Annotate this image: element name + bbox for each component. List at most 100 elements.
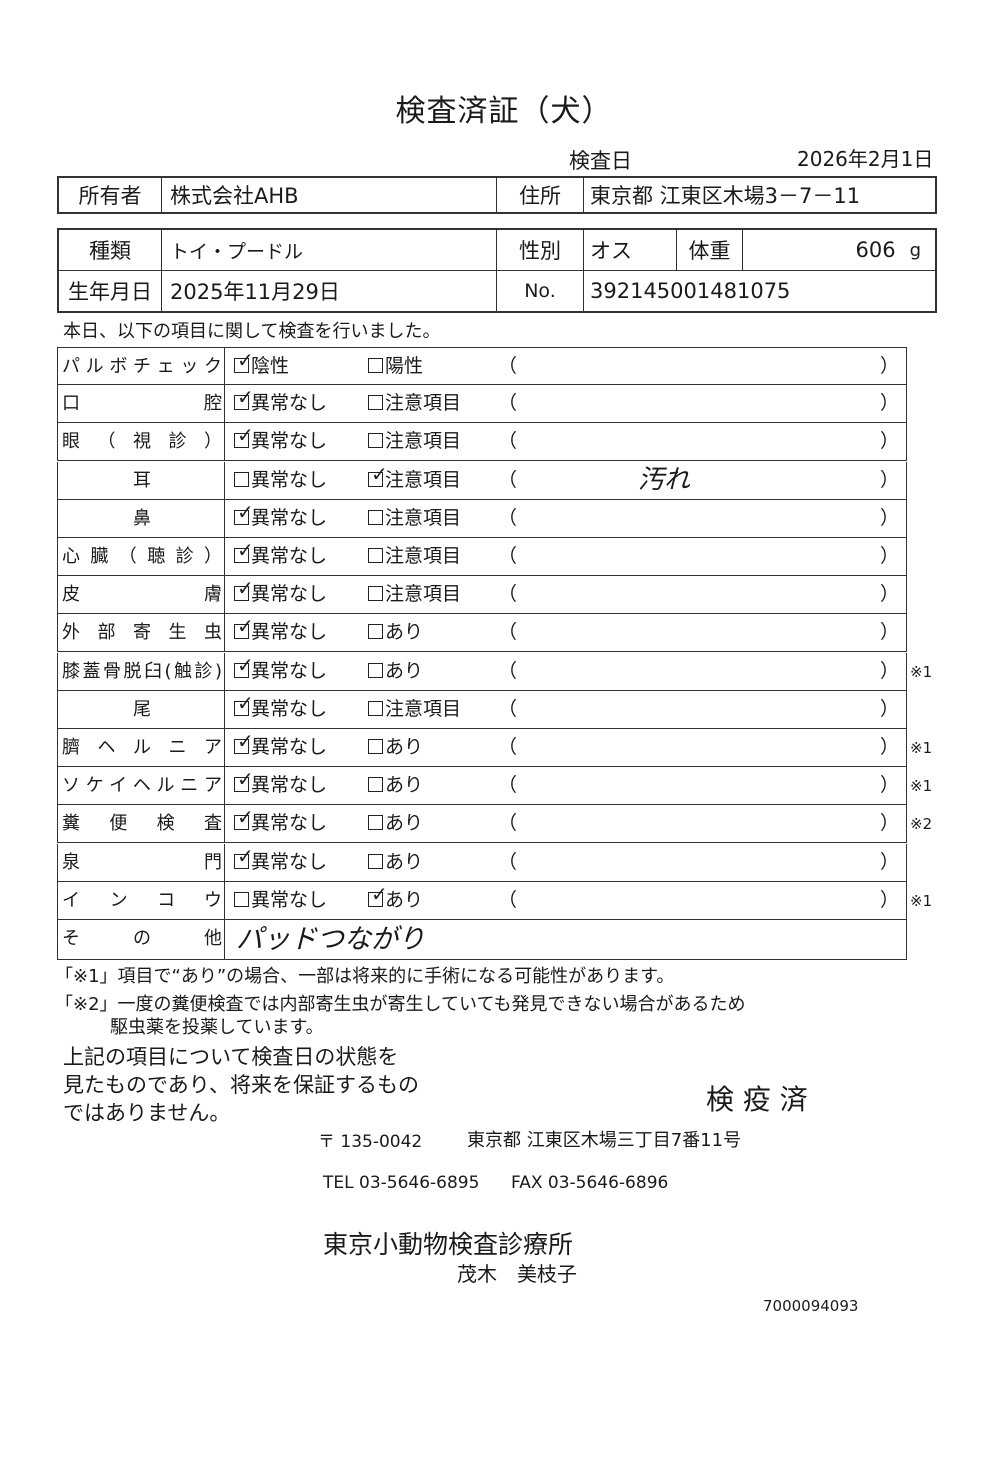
checkbox[interactable] [234,891,249,907]
checkbox[interactable] [368,586,383,602]
check-mark-icon: ✓ [371,461,388,486]
open-paren: （ [498,621,518,644]
open-paren: （ [498,355,518,377]
inspection-row: 眼（視診） ✓ 異常なし 注意項目 （ ） [57,423,907,462]
checkbox[interactable] [368,395,383,411]
animal-table: 種類 トイ・プードル 性別 オス 体重 606 g 生年月日 2025年11月2… [57,228,937,313]
checkbox[interactable]: ✓ [234,425,254,449]
checkbox[interactable]: ✓ [234,387,254,411]
checkbox[interactable] [368,853,383,869]
option-1[interactable]: ✓ 異常なし [234,653,327,690]
checkbox[interactable] [368,509,383,525]
option-1[interactable]: 異常なし [234,462,327,499]
owner-label: 所有者 [59,178,162,212]
option-1-label: 異常なし [251,392,328,415]
checkbox[interactable] [368,433,383,449]
close-paren: ） [880,430,900,453]
option-2-label: あり [385,850,424,873]
checkbox[interactable]: ✓ [234,578,254,602]
checkbox[interactable] [368,777,383,793]
option-2[interactable]: ✓ あり [368,882,423,919]
option-2-label: あり [385,736,424,758]
breed-label: 種類 [59,230,162,270]
open-paren: （ [498,812,518,835]
check-mark-icon: ✓ [237,348,254,372]
row-label: 鼻 [133,507,151,529]
sex-label: 性別 [497,230,584,270]
checkbox[interactable]: ✓ [368,884,388,907]
checkbox[interactable]: ✓ [234,655,254,678]
checkbox[interactable] [368,624,383,640]
postal-code: 〒 135-0042 [318,1132,423,1152]
option-1[interactable]: ✓ 異常なし [234,691,327,728]
checkbox[interactable] [368,700,383,716]
option-2[interactable]: 注意項目 [368,385,461,422]
option-1[interactable]: ✓ 異常なし [234,576,327,613]
checkbox[interactable] [368,548,383,563]
close-paren: ） [880,621,900,644]
quarantine-stamp: 検 疫 済 [706,1083,808,1116]
option-1[interactable]: ✓ 異常なし [234,767,327,804]
disclaimer: 上記の項目について検査日の状態を 見たものであり、将来を保証するもの ではありま… [63,1043,419,1127]
inspection-row: 心臓（聴診） ✓ 異常なし 注意項目 （ ） [57,538,907,576]
checkbox[interactable]: ✓ [234,502,254,525]
checkbox[interactable]: ✓ [234,769,254,793]
checkbox[interactable] [368,815,383,831]
close-paren: ） [880,850,900,873]
inspection-date: 2026年2月1日 [797,147,934,171]
checkbox[interactable] [368,358,383,373]
option-2[interactable]: 注意項目 [368,691,461,728]
option-1[interactable]: ✓ 異常なし [234,423,327,460]
option-2[interactable]: あり [368,653,423,690]
option-2[interactable]: あり [368,729,423,766]
checkbox[interactable]: ✓ [234,616,254,640]
option-1[interactable]: 異常なし [234,882,327,919]
option-1-label: 異常なし [251,506,328,529]
checkbox[interactable]: ✓ [234,807,254,831]
inspection-date-label: 検査日 [569,149,632,173]
inspection-row: 臍ヘルニア ✓ 異常なし あり （ ） [57,729,907,767]
option-2[interactable]: あり [368,805,423,842]
checkbox[interactable] [368,662,383,678]
option-1[interactable]: ✓ 異常なし [234,538,327,575]
option-1[interactable]: ✓ 異常なし [234,385,327,422]
option-1-label: 異常なし [251,430,328,453]
option-2[interactable]: 注意項目 [368,423,461,460]
option-2[interactable]: ✓ 注意項目 [368,462,461,499]
footnote-2-cont: 駆虫薬を投薬しています。 [110,1017,324,1038]
row-label: 糞便検査 [62,813,222,835]
check-mark-icon: ✓ [237,538,254,562]
option-1[interactable]: ✓ 異常なし [234,614,327,651]
checkbox[interactable]: ✓ [234,731,254,754]
option-2[interactable]: 注意項目 [368,538,461,575]
option-2[interactable]: あり [368,767,423,804]
option-1[interactable]: ✓ 陰性 [234,348,289,385]
row-label: 泉門 [62,851,222,873]
option-2-label: あり [385,888,424,911]
option-1[interactable]: ✓ 異常なし [234,805,327,842]
option-1[interactable]: ✓ 異常なし [234,729,327,766]
option-1[interactable]: ✓ 異常なし [234,500,327,537]
checkbox[interactable]: ✓ [234,540,254,563]
checkbox[interactable]: ✓ [234,693,254,716]
option-2[interactable]: あり [368,614,423,651]
option-2[interactable]: 注意項目 [368,500,461,537]
checkbox[interactable] [368,739,383,754]
open-paren: （ [498,583,518,606]
other-label: その他 [62,928,222,949]
checkbox[interactable]: ✓ [234,846,254,869]
checkbox[interactable]: ✓ [234,350,254,373]
other-value: パッドつながり [236,924,425,955]
address-value: 東京都 江東区木場3－7－11 [590,184,861,208]
footnote-mark: ※2 [910,815,933,834]
row-label: ソケイヘルニア [62,775,222,797]
option-2[interactable]: 注意項目 [368,576,461,613]
checkbox[interactable] [234,471,249,487]
option-2[interactable]: 陽性 [368,348,423,385]
row-label: 皮膚 [62,584,222,606]
option-2[interactable]: あり [368,844,423,881]
checkbox[interactable]: ✓ [368,464,388,487]
inspection-row: 外部寄生虫 ✓ 異常なし あり （ ） [57,614,907,653]
footnote-1: 「※1」項目で“あり”の場合、一部は将来的に手術になる可能性があります。 [55,966,675,987]
option-1[interactable]: ✓ 異常なし [234,844,327,881]
